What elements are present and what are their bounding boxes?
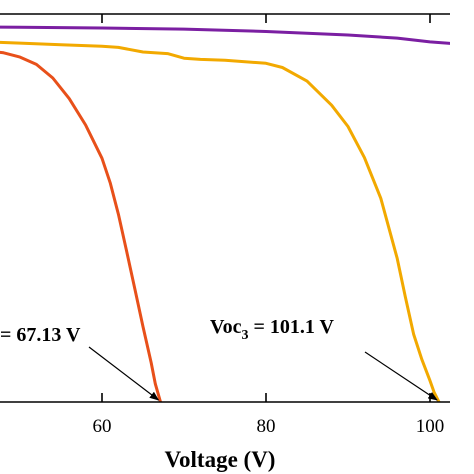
x-tick-label: 60 bbox=[93, 416, 112, 437]
voc-arrow-left bbox=[88, 346, 160, 401]
series-line-3 bbox=[0, 50, 162, 402]
voc3-arrow bbox=[364, 351, 438, 401]
plot-area bbox=[0, 25, 450, 402]
series-line-1 bbox=[0, 25, 450, 45]
voc3-annotation: Voc3 = 101.1 V bbox=[210, 316, 335, 343]
series-layer bbox=[0, 25, 450, 402]
x-tick-label: 80 bbox=[257, 416, 276, 437]
annotation-layer: = 67.13 V Voc3 = 101.1 V bbox=[0, 316, 438, 401]
x-axis-title: Voltage (V) bbox=[165, 447, 276, 472]
x-tick-label: 100 bbox=[416, 416, 445, 437]
series-line-2 bbox=[0, 40, 441, 402]
voc-annotation-left: = 67.13 V bbox=[0, 324, 81, 346]
tick-layer: 60 80 100 bbox=[93, 14, 445, 437]
